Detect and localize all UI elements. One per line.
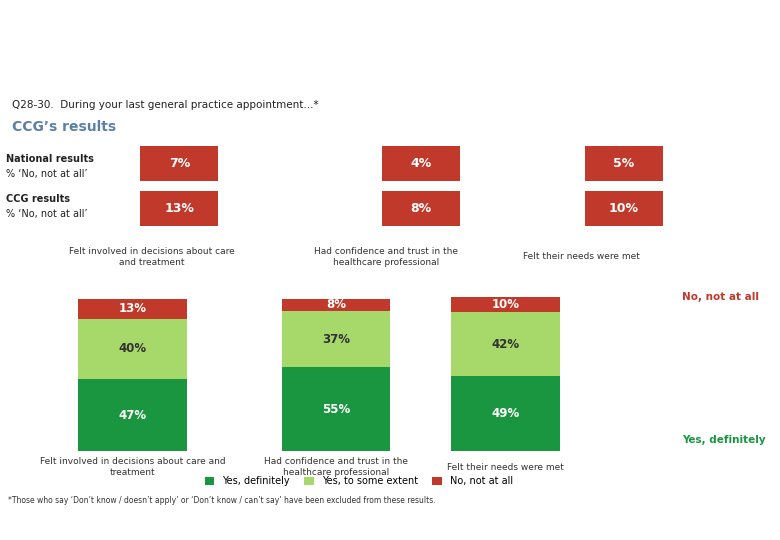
Bar xyxy=(282,299,390,311)
Text: Felt their needs were met: Felt their needs were met xyxy=(447,463,564,471)
Text: 40%: 40% xyxy=(119,342,147,355)
Text: 47%: 47% xyxy=(119,409,147,422)
Text: Perceptions of care at patients’ last appointment with a
healthcare professional: Perceptions of care at patients’ last ap… xyxy=(12,22,538,64)
Text: National results: National results xyxy=(6,154,94,164)
Text: Felt their needs were met: Felt their needs were met xyxy=(523,252,640,261)
Text: 37%: 37% xyxy=(322,333,350,346)
Text: Ipsos MORI: Ipsos MORI xyxy=(8,524,60,533)
Bar xyxy=(282,311,390,367)
Text: % ‘No, not at all’: % ‘No, not at all’ xyxy=(6,168,88,179)
Text: 4%: 4% xyxy=(410,158,432,171)
FancyBboxPatch shape xyxy=(140,146,218,181)
Bar xyxy=(452,313,560,376)
Text: 55%: 55% xyxy=(322,402,350,416)
Text: Yes, definitely: Yes, definitely xyxy=(682,435,766,445)
Text: *Those who say ‘Don’t know / doesn’t apply’ or ‘Don’t know / can’t say’ have bee: *Those who say ‘Don’t know / doesn’t app… xyxy=(8,496,435,505)
FancyBboxPatch shape xyxy=(585,146,663,181)
Text: Social Research Institute: Social Research Institute xyxy=(8,532,94,538)
Text: 7%: 7% xyxy=(168,158,190,171)
Text: 13%: 13% xyxy=(119,302,147,315)
Text: CCG results: CCG results xyxy=(6,194,70,204)
Text: Base: All had an appointment since being registered with current GP practice exc: Base: All had an appointment since being… xyxy=(8,515,384,521)
Bar xyxy=(282,367,390,451)
Text: Felt involved in decisions about care and
treatment: Felt involved in decisions about care an… xyxy=(40,457,225,477)
Text: National (629,009: 606,421: 606,267): CCG (1,891: 1,894: 1,920): National (629,009: 606,421: 606,267): CC… xyxy=(8,522,245,529)
Text: No, not at all: No, not at all xyxy=(682,292,760,302)
Text: Had confidence and trust in the
healthcare professional: Had confidence and trust in the healthca… xyxy=(314,247,458,267)
FancyBboxPatch shape xyxy=(585,191,663,226)
Bar xyxy=(452,376,560,451)
Text: 8%: 8% xyxy=(326,298,346,311)
Text: Felt involved in decisions about care
and treatment: Felt involved in decisions about care an… xyxy=(69,247,235,267)
FancyBboxPatch shape xyxy=(382,191,460,226)
Bar xyxy=(78,299,186,319)
Bar xyxy=(78,380,186,451)
Text: 49%: 49% xyxy=(491,407,519,420)
Text: 5%: 5% xyxy=(613,158,635,171)
Text: Q28-30.  During your last general practice appointment...*: Q28-30. During your last general practic… xyxy=(12,100,318,110)
Bar xyxy=(78,319,186,380)
FancyBboxPatch shape xyxy=(140,191,218,226)
FancyBboxPatch shape xyxy=(382,146,460,181)
Text: 42%: 42% xyxy=(491,338,519,351)
Legend: Yes, definitely, Yes, to some extent, No, not at all: Yes, definitely, Yes, to some extent, No… xyxy=(204,476,513,486)
Text: 10%: 10% xyxy=(609,202,639,215)
Text: © Ipsos MORI    17-043177-09 Version 1 | Public: © Ipsos MORI 17-043177-09 Version 1 | Pu… xyxy=(8,534,158,539)
Text: 8%: 8% xyxy=(410,202,432,215)
Text: 10%: 10% xyxy=(491,298,519,311)
Text: Had confidence and trust in the
healthcare professional: Had confidence and trust in the healthca… xyxy=(264,457,408,477)
Text: % ‘No, not at all’: % ‘No, not at all’ xyxy=(6,208,88,219)
Text: 33: 33 xyxy=(383,520,397,530)
Bar xyxy=(452,297,560,313)
Text: 13%: 13% xyxy=(165,202,194,215)
Text: CCG’s results: CCG’s results xyxy=(12,120,115,134)
